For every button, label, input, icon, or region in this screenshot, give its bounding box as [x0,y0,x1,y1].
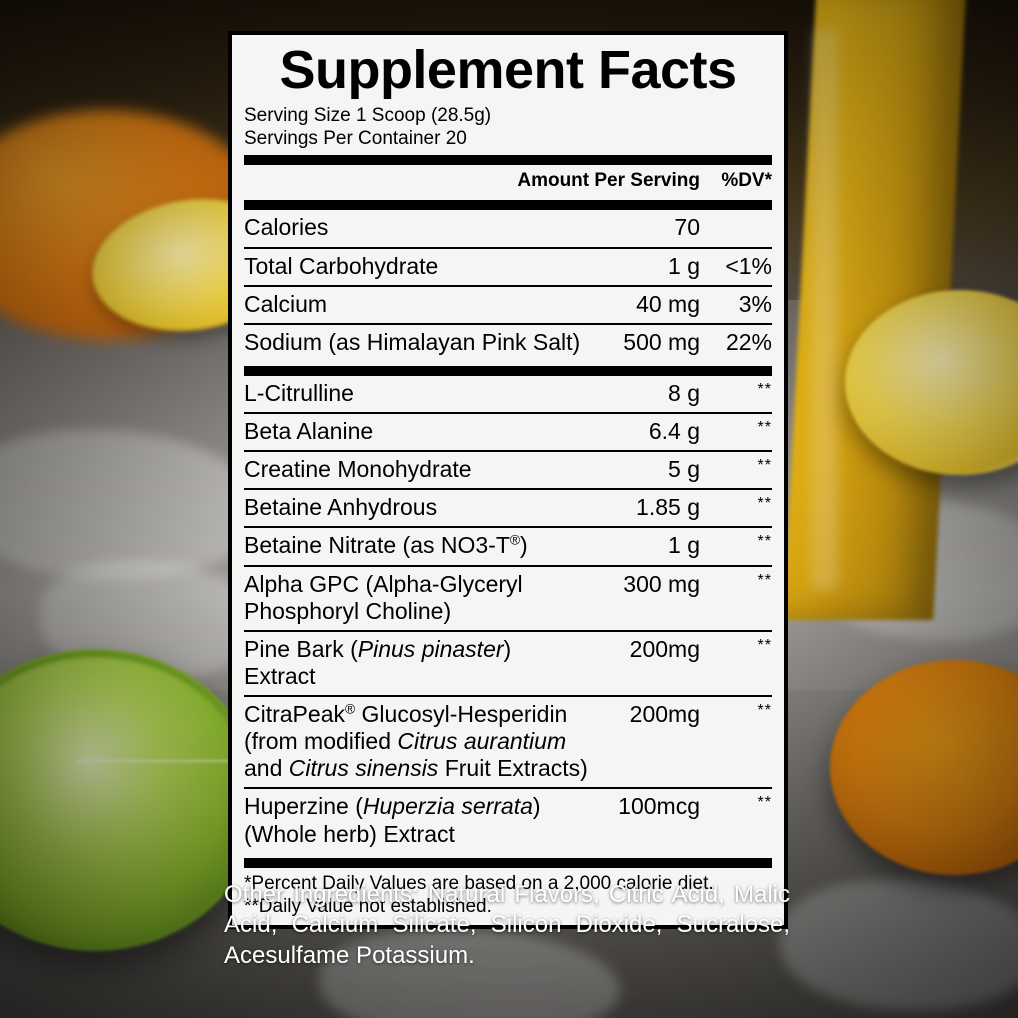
row-dv: ** [757,380,772,398]
row-amount: 1 g [615,246,700,286]
row-dv: 22% [700,322,772,361]
row-dv: ** [700,526,772,566]
nutrition-table: Calories 70 Total Carbohydrate 1 g <1% C… [244,210,772,361]
row-dv: ** [700,629,772,697]
table-row: Sodium (as Himalayan Pink Salt) 500 mg 2… [244,322,772,361]
row-dv: <1% [700,246,772,286]
row-dv: ** [700,787,772,853]
footnote-dv-not-established: **Daily Value not established. [244,896,492,918]
row-name: Calories [244,214,329,241]
heavy-rule-actives [244,365,772,376]
heavy-rule-footnotes [244,857,772,868]
column-header-amount: Amount Per Serving [517,170,700,192]
table-row: Betaine Nitrate (as NO3-T®) 1 g ** [244,526,772,566]
row-amount: 8 g [668,379,700,406]
panel-title: Supplement Facts [279,40,737,100]
table-row: L-Citrulline 8 g ** [244,376,772,413]
row-dv [700,210,772,247]
row-amount: 200mg [612,629,700,697]
row-amount: 6.4 g [612,412,700,452]
active-ingredients-table: L-Citrulline 8 g ** Beta Alanine 6.4 g *… [244,376,772,853]
heavy-rule-below-headers [244,200,772,211]
serving-size-line: Serving Size 1 Scoop (28.5g) [244,105,492,127]
row-dv: 3% [700,284,772,324]
row-name: Sodium (as Himalayan Pink Salt) [244,322,616,361]
table-row: Betaine Anhydrous 1.85 g ** [244,488,772,528]
footnotes: *Percent Daily Values are based on a 2,0… [244,868,772,926]
row-name: CitraPeak® Glucosyl-Hesperidin (from modi… [244,695,613,789]
row-dv: ** [700,564,772,631]
table-row: Huperzine (Huperzia serrata) (Whole herb)… [244,787,772,853]
row-name: L-Citrulline [244,379,354,406]
row-amount: 1 g [612,526,700,566]
table-row: CitraPeak® Glucosyl-Hesperidin (from modi… [244,695,772,789]
row-amount: 70 [674,214,700,241]
row-dv: ** [700,450,772,490]
row-name: Total Carbohydrate [244,246,616,286]
row-amount: 300 mg [612,564,700,631]
row-amount: 500 mg [615,322,700,361]
heavy-rule-top [244,155,772,166]
row-name: Creatine Monohydrate [244,450,613,490]
row-dv: ** [700,488,772,528]
row-amount: 40 mg [615,284,700,324]
row-name: Pine Bark (Pinus pinaster) Extract [244,629,613,697]
table-row: Calcium 40 mg 3% [244,284,772,324]
row-amount: 5 g [612,450,700,490]
servings-per-container-line: Servings Per Container 20 [244,128,467,150]
row-name: Huperzine (Huperzia serrata) (Whole herb)… [244,787,613,853]
table-row: Beta Alanine 6.4 g ** [244,412,772,452]
row-dv: ** [700,412,772,452]
table-row: Calories 70 [244,210,772,247]
column-header-dv: %DV* [721,170,772,192]
row-name: Betaine Anhydrous [244,488,613,528]
row-name: Calcium [244,284,616,324]
row-amount: 1.85 g [612,488,700,528]
other-ingredients-text: Other Ingredients: Natural Flavors, Citr… [224,881,790,969]
row-name: Alpha GPC (Alpha-Glyceryl Phosphoryl Chol… [244,564,613,631]
column-headers: Amount Per Serving %DV* [244,165,772,195]
row-name: Beta Alanine [244,412,613,452]
row-dv: ** [700,695,772,789]
row-amount: 200mg [612,695,700,789]
table-row: Pine Bark (Pinus pinaster) Extract 200mg … [244,629,772,697]
table-row: Creatine Monohydrate 5 g ** [244,450,772,490]
row-name: Betaine Nitrate (as NO3-T®) [244,526,613,566]
table-row: Total Carbohydrate 1 g <1% [244,246,772,286]
row-amount: 100mcg [612,787,700,853]
table-row: Alpha GPC (Alpha-Glyceryl Phosphoryl Chol… [244,564,772,631]
supplement-facts-panel: Supplement Facts Serving Size 1 Scoop (2… [228,31,788,930]
footnote-daily-values: *Percent Daily Values are based on a 2,0… [244,872,714,894]
